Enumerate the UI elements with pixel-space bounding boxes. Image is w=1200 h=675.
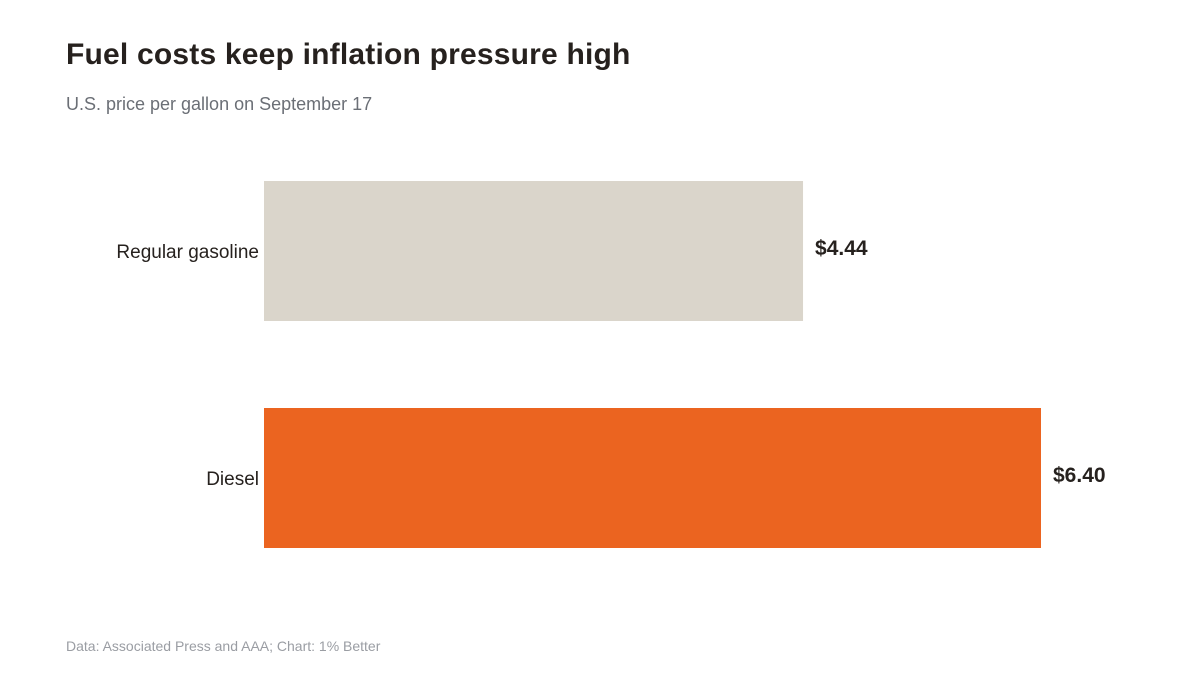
category-label-diesel: Diesel <box>206 469 259 490</box>
chart-subtitle: U.S. price per gallon on September 17 <box>66 94 373 114</box>
bar-diesel <box>264 408 1041 548</box>
value-label-regular-gasoline: $4.44 <box>815 237 868 260</box>
value-label-diesel: $6.40 <box>1053 464 1106 487</box>
chart-title: Fuel costs keep inflation pressure high <box>66 38 631 71</box>
chart-source-note: Data: Associated Press and AAA; Chart: 1… <box>66 638 381 654</box>
bar-regular-gasoline <box>264 181 804 321</box>
category-label-regular-gasoline: Regular gasoline <box>116 242 259 263</box>
